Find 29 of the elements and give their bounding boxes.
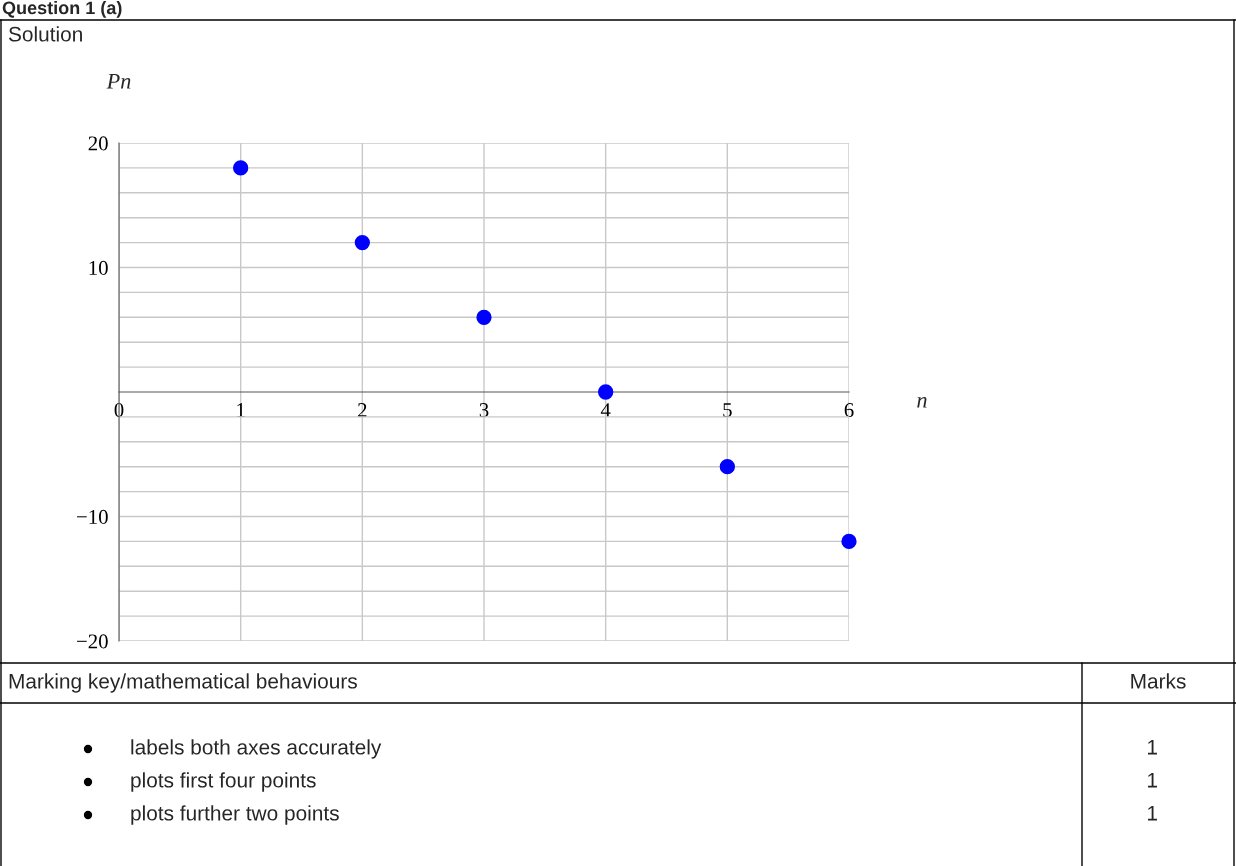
point: [719, 459, 735, 475]
x-tick-label: 6: [844, 403, 854, 418]
x-tick-label: 5: [723, 403, 732, 418]
x-tick-label: 1: [237, 403, 245, 417]
text: Solution: [8, 26, 82, 42]
point: [233, 160, 249, 176]
text: Marking key/mathematical behaviours: [9, 673, 357, 693]
y-tick-label: −10: [77, 509, 108, 524]
x-tick-label: 0: [114, 403, 124, 418]
point: [598, 384, 614, 400]
text: 1: [1148, 740, 1157, 755]
x-tick-label: 3: [479, 403, 489, 418]
x-tick-label: 2: [358, 403, 367, 417]
text: 1: [1148, 806, 1157, 821]
text: plots first four points: [131, 772, 316, 792]
y-axis-title: Pn: [106, 73, 131, 89]
point: [841, 533, 857, 550]
text: plots further two points: [131, 805, 339, 825]
chart-title: Question 1 (a): [2, 1, 122, 18]
y-tick-label: 10: [89, 260, 108, 275]
y-tick-label: 20: [88, 136, 108, 151]
x-tick-label: 4: [600, 403, 611, 417]
text: 1: [1148, 773, 1157, 788]
point: [354, 234, 370, 251]
point: [476, 309, 492, 325]
text: Marks: [1131, 673, 1186, 689]
x-axis-title: n: [917, 396, 927, 408]
text: labels both axes accurately: [131, 739, 382, 759]
y-tick-label: −20: [77, 634, 108, 649]
